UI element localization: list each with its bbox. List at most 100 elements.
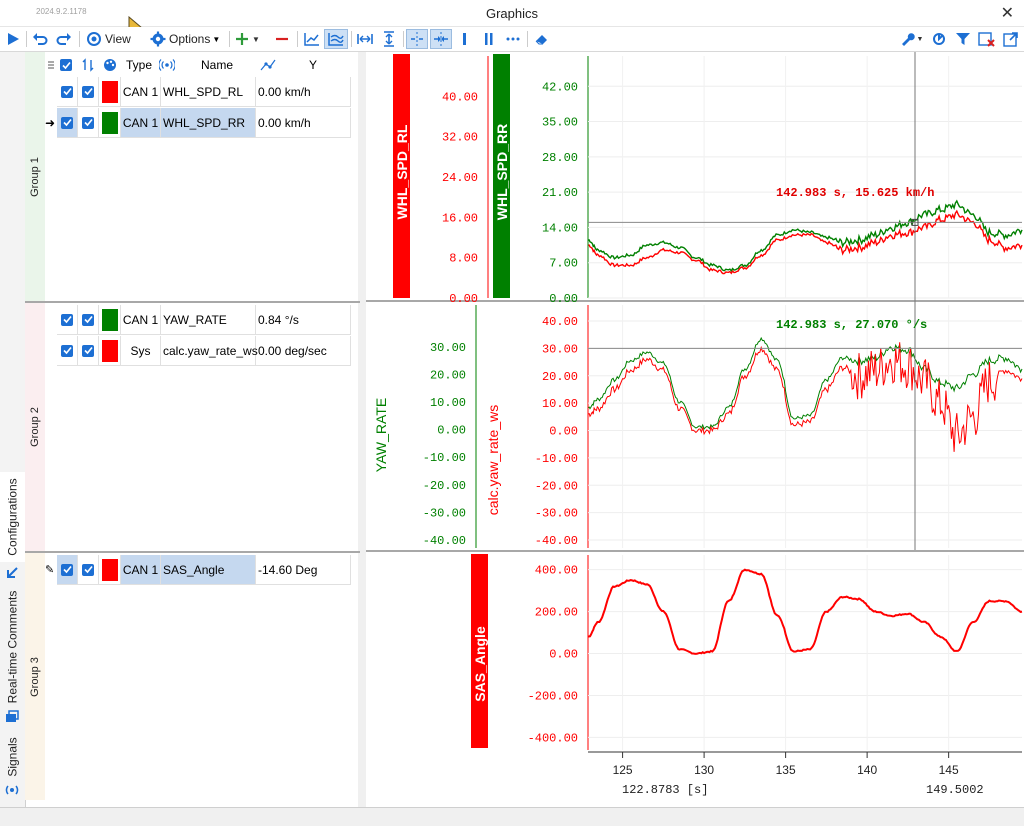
- options-menu-button[interactable]: Options ▼: [150, 29, 224, 49]
- tab-configurations-label: Configurations: [5, 478, 20, 556]
- y-tick-label: 40.00: [442, 90, 478, 104]
- row-color-swatch[interactable]: [99, 77, 121, 107]
- group-label-strip: Group 3: [25, 553, 45, 800]
- row-color-swatch[interactable]: [99, 336, 121, 366]
- row-color-swatch[interactable]: [99, 108, 121, 138]
- chevron-down-icon: ▼: [212, 34, 221, 44]
- dual-cursor-button[interactable]: [430, 29, 452, 49]
- tab-realtime-comments[interactable]: Real-time Comments: [0, 587, 25, 707]
- sort-icon[interactable]: [81, 52, 99, 78]
- x-tick-label: 145: [939, 763, 959, 777]
- add-signal-button[interactable]: ▼: [234, 29, 266, 49]
- more-icon: [506, 37, 520, 41]
- tools-button[interactable]: ▼: [898, 29, 924, 49]
- title-bar: 2024.9.2.1178 Graphics ✕: [0, 0, 1024, 27]
- table-row[interactable]: CAN 1 YAW_RATE 0.84 °/s: [57, 305, 351, 335]
- delete-button[interactable]: [977, 29, 997, 49]
- row-color-swatch[interactable]: [99, 305, 121, 335]
- double-marker-button[interactable]: [480, 29, 498, 49]
- axis-title: WHL_SPD_RR: [494, 124, 510, 220]
- row-name: WHL_SPD_RL: [161, 77, 256, 107]
- y-tick-label: 200.00: [535, 606, 578, 620]
- column-header-name[interactable]: Name: [201, 58, 234, 72]
- filter-button[interactable]: [953, 29, 973, 49]
- table-row[interactable]: Sys calc.yaw_rate_ws 0.00 deg/sec: [57, 336, 351, 366]
- row-checkbox[interactable]: [57, 555, 78, 585]
- link-button[interactable]: [929, 29, 949, 49]
- export-button[interactable]: [1001, 29, 1021, 49]
- chart-area[interactable]: WHL_SPD_RL WHL_SPD_RR 40.00 32.00 24.00 16.00…: [366, 52, 1024, 807]
- row-handle-icon: [47, 52, 57, 78]
- row-value: 0.00 km/h: [256, 77, 351, 107]
- y-tick-label: 0.00: [549, 425, 578, 439]
- fit-height-button[interactable]: [379, 29, 399, 49]
- row-name: YAW_RATE: [161, 305, 256, 335]
- version-label: 2024.9.2.1178: [36, 7, 87, 16]
- column-header-type[interactable]: Type: [126, 58, 153, 72]
- table-row[interactable]: ✎ CAN 1 SAS_Angle -14.60 Deg: [45, 555, 351, 585]
- row-visible-checkbox[interactable]: [78, 336, 99, 366]
- y-tick-label: 7.00: [549, 257, 578, 271]
- signal-list-panel: [25, 52, 361, 800]
- more-button[interactable]: [503, 29, 523, 49]
- palette-icon[interactable]: [103, 52, 121, 78]
- row-name: SAS_Angle: [161, 555, 256, 585]
- row-value: 0.00 km/h: [256, 108, 351, 138]
- chevron-down-icon: ▼: [916, 35, 924, 43]
- series-line-whl-spd-rl: [588, 209, 1023, 275]
- cursor-readout: 142.983 s, 15.625 km/h: [776, 186, 934, 200]
- y-tick-label: -20.00: [535, 479, 578, 493]
- row-checkbox[interactable]: [57, 305, 78, 335]
- undo-button[interactable]: [30, 29, 50, 49]
- y-tick-label: -40.00: [535, 534, 578, 548]
- row-visible-checkbox[interactable]: [78, 555, 99, 585]
- select-all-checkbox[interactable]: [60, 52, 78, 78]
- group-label: Group 2: [29, 407, 41, 447]
- row-visible-checkbox[interactable]: [78, 77, 99, 107]
- panel-splitter[interactable]: [358, 52, 366, 807]
- signals-icon: [5, 783, 19, 800]
- x-range-end-label: 149.5002: [926, 783, 984, 797]
- y-tick-label: 42.00: [542, 80, 578, 94]
- column-header-y[interactable]: Y: [309, 58, 318, 72]
- y-tick-label: -400.00: [528, 731, 578, 745]
- row-checkbox[interactable]: [57, 336, 78, 366]
- gear-icon: [150, 31, 166, 47]
- y-tick-label: 0.00: [449, 292, 478, 306]
- y-tick-label: 21.00: [542, 186, 578, 200]
- single-axis-button[interactable]: [301, 29, 323, 49]
- row-type: CAN 1: [121, 305, 161, 335]
- row-visible-checkbox[interactable]: [78, 108, 99, 138]
- remove-signal-button[interactable]: [272, 29, 292, 49]
- row-checkbox[interactable]: [57, 77, 78, 107]
- cursor-readout: 142.983 s, 27.070 °/s: [776, 318, 927, 332]
- eraser-button[interactable]: [532, 29, 552, 49]
- row-visible-checkbox[interactable]: [78, 305, 99, 335]
- row-color-swatch[interactable]: [99, 555, 121, 585]
- tab-signals-label: Signals: [5, 737, 20, 777]
- tab-configurations[interactable]: Configurations: [0, 472, 26, 562]
- tab-signals[interactable]: Signals: [0, 732, 25, 782]
- table-row[interactable]: ➜ CAN 1 WHL_SPD_RR 0.00 km/h: [45, 108, 351, 138]
- y-tick-label: -30.00: [423, 506, 466, 520]
- table-row[interactable]: CAN 1 WHL_SPD_RL 0.00 km/h: [57, 77, 351, 107]
- view-menu-button[interactable]: View: [86, 29, 142, 49]
- fit-width-button[interactable]: [355, 29, 375, 49]
- group-panel-3: Group 3 ✎ CAN 1 SAS_Angle -14.60 Deg: [25, 553, 360, 800]
- multi-axis-button[interactable]: [324, 29, 348, 49]
- redo-button[interactable]: [54, 29, 74, 49]
- multi-line-icon: [328, 33, 344, 46]
- row-checkbox[interactable]: [57, 108, 78, 138]
- close-icon[interactable]: ✕: [1000, 5, 1014, 22]
- axis-title: calc.yaw_rate_ws: [485, 405, 501, 516]
- cursor-icon: [411, 32, 423, 46]
- axis-title: WHL_SPD_RL: [394, 124, 410, 219]
- y-tick-label: 24.00: [442, 171, 478, 185]
- cursor-mode-button[interactable]: [406, 29, 428, 49]
- single-marker-button[interactable]: [456, 29, 474, 49]
- play-button[interactable]: [4, 29, 22, 49]
- y-tick-label: 0.00: [549, 648, 578, 662]
- link-icon: [933, 33, 945, 45]
- delete-icon: [978, 32, 995, 47]
- collapse-arrow-icon[interactable]: [5, 566, 19, 583]
